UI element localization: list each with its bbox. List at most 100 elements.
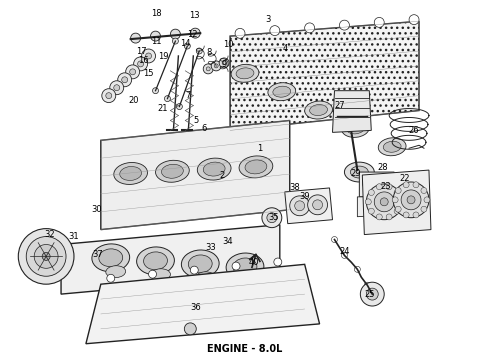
Circle shape bbox=[150, 31, 161, 41]
Circle shape bbox=[18, 229, 74, 284]
Circle shape bbox=[403, 182, 409, 188]
Text: 2: 2 bbox=[220, 171, 225, 180]
Ellipse shape bbox=[144, 252, 168, 270]
Circle shape bbox=[407, 196, 415, 204]
Circle shape bbox=[395, 206, 401, 212]
Ellipse shape bbox=[245, 160, 267, 174]
Text: 4: 4 bbox=[282, 44, 288, 53]
Circle shape bbox=[354, 266, 360, 272]
Ellipse shape bbox=[342, 120, 369, 138]
Ellipse shape bbox=[236, 68, 254, 79]
Circle shape bbox=[274, 258, 282, 266]
Circle shape bbox=[403, 212, 409, 218]
Ellipse shape bbox=[181, 250, 219, 278]
Ellipse shape bbox=[197, 158, 231, 180]
Circle shape bbox=[308, 195, 327, 215]
Circle shape bbox=[386, 184, 392, 190]
Ellipse shape bbox=[196, 272, 215, 284]
Text: 33: 33 bbox=[205, 243, 216, 252]
Polygon shape bbox=[101, 121, 290, 230]
Ellipse shape bbox=[233, 258, 257, 276]
Text: 34: 34 bbox=[223, 237, 233, 246]
Circle shape bbox=[122, 77, 128, 83]
Circle shape bbox=[118, 73, 132, 87]
Text: 21: 21 bbox=[157, 104, 168, 113]
Ellipse shape bbox=[383, 141, 401, 152]
Ellipse shape bbox=[346, 123, 364, 134]
Circle shape bbox=[332, 237, 338, 243]
Circle shape bbox=[374, 192, 394, 212]
Circle shape bbox=[146, 53, 151, 59]
Circle shape bbox=[134, 57, 147, 71]
Text: 14: 14 bbox=[180, 39, 191, 48]
Circle shape bbox=[110, 81, 123, 95]
Polygon shape bbox=[230, 21, 419, 130]
Ellipse shape bbox=[162, 164, 183, 178]
Circle shape bbox=[152, 88, 158, 94]
Circle shape bbox=[131, 33, 141, 43]
Polygon shape bbox=[333, 91, 371, 132]
Text: 3: 3 bbox=[265, 15, 270, 24]
Text: 25: 25 bbox=[364, 289, 374, 298]
Circle shape bbox=[424, 197, 430, 203]
Circle shape bbox=[413, 182, 419, 188]
Ellipse shape bbox=[344, 162, 374, 182]
Circle shape bbox=[394, 208, 400, 214]
Circle shape bbox=[290, 196, 310, 216]
Polygon shape bbox=[285, 188, 333, 224]
Circle shape bbox=[125, 65, 140, 79]
Polygon shape bbox=[61, 225, 280, 294]
Circle shape bbox=[107, 274, 115, 282]
Circle shape bbox=[172, 38, 178, 44]
Text: 6: 6 bbox=[201, 124, 207, 133]
Circle shape bbox=[106, 93, 112, 99]
Ellipse shape bbox=[378, 138, 406, 156]
Circle shape bbox=[360, 282, 384, 306]
Circle shape bbox=[305, 23, 315, 33]
Text: 12: 12 bbox=[187, 30, 197, 39]
Circle shape bbox=[394, 189, 400, 195]
Text: 30: 30 bbox=[92, 205, 102, 214]
Circle shape bbox=[374, 17, 384, 27]
Circle shape bbox=[368, 208, 374, 214]
Ellipse shape bbox=[350, 166, 368, 178]
Text: 17: 17 bbox=[136, 46, 147, 55]
Circle shape bbox=[392, 197, 398, 203]
Text: 13: 13 bbox=[189, 11, 199, 20]
Circle shape bbox=[222, 61, 226, 65]
Text: 7: 7 bbox=[186, 91, 191, 100]
Circle shape bbox=[270, 26, 280, 36]
Text: 37: 37 bbox=[93, 250, 103, 259]
Polygon shape bbox=[362, 170, 431, 235]
Circle shape bbox=[190, 266, 198, 274]
Text: 26: 26 bbox=[409, 126, 419, 135]
Circle shape bbox=[413, 212, 419, 218]
Ellipse shape bbox=[106, 266, 125, 278]
Text: 10: 10 bbox=[223, 40, 233, 49]
Text: 36: 36 bbox=[190, 302, 201, 311]
Circle shape bbox=[235, 28, 245, 38]
Ellipse shape bbox=[114, 162, 147, 184]
Circle shape bbox=[130, 69, 136, 75]
Circle shape bbox=[148, 270, 156, 278]
Circle shape bbox=[219, 58, 229, 68]
Circle shape bbox=[367, 288, 378, 300]
Text: 20: 20 bbox=[128, 96, 139, 105]
Circle shape bbox=[214, 64, 218, 68]
Circle shape bbox=[165, 96, 171, 102]
Circle shape bbox=[401, 190, 421, 210]
Circle shape bbox=[203, 64, 213, 74]
Text: 16: 16 bbox=[138, 57, 149, 66]
Text: 28: 28 bbox=[377, 163, 388, 172]
Ellipse shape bbox=[155, 160, 189, 182]
Polygon shape bbox=[359, 172, 394, 197]
Circle shape bbox=[376, 184, 382, 190]
Circle shape bbox=[421, 188, 427, 193]
Circle shape bbox=[340, 20, 349, 30]
Circle shape bbox=[190, 28, 200, 38]
Circle shape bbox=[176, 104, 182, 109]
Circle shape bbox=[206, 67, 210, 71]
Circle shape bbox=[367, 184, 402, 220]
Circle shape bbox=[381, 180, 387, 186]
Circle shape bbox=[393, 182, 429, 218]
